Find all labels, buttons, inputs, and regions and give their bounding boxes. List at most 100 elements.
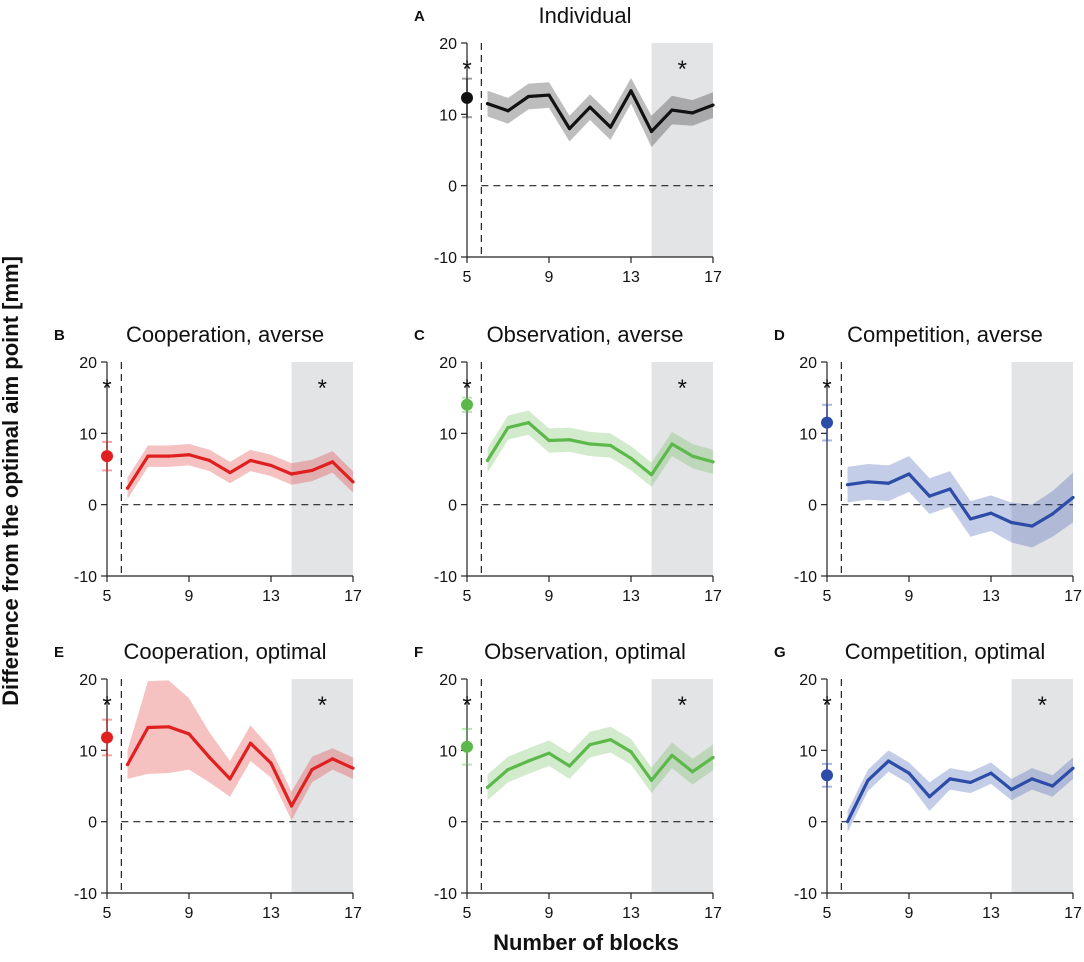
- panel-g-data-point: [886, 759, 891, 763]
- panel-b-data-point: [166, 454, 171, 458]
- panel-e-ytick-label: -10: [74, 886, 97, 903]
- panel-f-xtick-label: 17: [704, 905, 722, 922]
- panel-e-ytick-label: 0: [88, 815, 97, 832]
- panel-c-data-point: [690, 454, 695, 458]
- panel-c-data-point: [670, 442, 674, 446]
- panel-e-data-point: [125, 763, 130, 767]
- panel-f-data-point: [649, 778, 654, 782]
- panel-g-data-point: [927, 795, 932, 799]
- panel-b-data-point: [125, 486, 130, 490]
- panel-a-ytick-label: 20: [439, 36, 457, 53]
- panel-c-ytick-label: 10: [439, 426, 457, 443]
- panel-f-ytick-label: 20: [439, 672, 457, 689]
- panel-g-data-point: [968, 780, 973, 785]
- panel-d-data-point: [866, 480, 870, 484]
- panel-b-ytick-label: -10: [74, 569, 97, 586]
- panel-d-data-point: [886, 481, 891, 485]
- panel-a-series-line: [486, 89, 714, 134]
- panel-e-data-point: [351, 766, 355, 770]
- panel-g-letter: G: [774, 644, 786, 661]
- panel-a-title: Individual: [539, 3, 632, 28]
- panel-g-xtick-label: 9: [905, 905, 914, 922]
- panel-g-data-point: [1071, 766, 1075, 770]
- panel-f-data-point: [670, 753, 674, 757]
- panel-f-xtick-label: 13: [622, 905, 640, 922]
- panel-a-ytick-label: 0: [448, 179, 457, 196]
- panel-c-shade-significance-star: *: [678, 375, 687, 402]
- panel-g: -10 0 10 20 5 9 13 17 * * G Competition, optimal: [774, 639, 1082, 922]
- panel-d-ytick-label: 0: [808, 498, 817, 515]
- panel-a-data-point: [567, 127, 572, 131]
- panel-d-ytick-label: 10: [799, 426, 817, 443]
- panel-c-data-point: [629, 456, 633, 460]
- panel-a-data-point: [629, 89, 633, 93]
- panel-d-ytick-label: -10: [794, 569, 817, 586]
- panel-f-data-point: [608, 738, 613, 742]
- panel-c-xtick-label: 17: [704, 588, 722, 605]
- panel-c-ytick-label: -10: [434, 569, 457, 586]
- panel-g-title: Competition, optimal: [845, 639, 1046, 664]
- panel-g-ytick-label: 10: [799, 743, 817, 760]
- panel-a-ytick-label: 10: [439, 107, 457, 124]
- panel-g-data-point: [1009, 787, 1014, 792]
- panel-e-data-point: [166, 725, 171, 729]
- panel-a-data-point: [485, 102, 490, 106]
- y-axis-label: Difference from the optimal aim point [m…: [0, 256, 23, 706]
- panel-f-significance-star: *: [462, 692, 471, 719]
- panel-e-xtick-label: 17: [344, 905, 362, 922]
- panel-c-data-point: [711, 460, 715, 464]
- panel-b-shade-significance-star: *: [318, 375, 327, 402]
- panel-d-data-point: [1009, 520, 1014, 525]
- panel-b-letter: B: [54, 327, 65, 344]
- panel-b-data-point: [269, 463, 273, 468]
- panel-c-data-point: [506, 426, 510, 430]
- panel-g-ytick-label: 0: [808, 815, 817, 832]
- panel-c-ytick-label: 20: [439, 355, 457, 372]
- panel-d-series-line: [847, 472, 1074, 528]
- panel-f-ytick-label: 10: [439, 743, 457, 760]
- panel-f-title: Observation, optimal: [484, 639, 686, 664]
- panel-e-data-point: [187, 732, 191, 736]
- panel-d-data-point: [1050, 512, 1055, 516]
- panel-b-data-point: [187, 453, 191, 457]
- panel-c-series-line: [486, 421, 714, 477]
- panel-f-data-point: [629, 750, 633, 754]
- panel-g-ytick-label: 20: [799, 672, 817, 689]
- panel-e-ytick-label: 10: [79, 743, 97, 760]
- panel-g-significance-star: *: [822, 692, 831, 719]
- panel-c-data-point: [649, 473, 654, 477]
- panel-e-data-point: [310, 767, 314, 772]
- panel-g-xtick-label: 17: [1064, 905, 1082, 922]
- panel-b-xtick-label: 17: [344, 588, 362, 605]
- panel-a-data-point: [690, 111, 695, 115]
- panel-a-data-point: [608, 125, 613, 129]
- panel-g-data-point: [948, 777, 952, 781]
- panel-b-xtick-label: 5: [103, 588, 112, 605]
- panel-f-baseline-point: [461, 740, 473, 753]
- panel-b-data-point: [146, 454, 150, 458]
- panel-d-xtick-label: 13: [982, 588, 1000, 605]
- panel-e-letter: E: [54, 644, 64, 661]
- panel-b-confidence-band: [127, 444, 353, 499]
- panel-g-data-point: [1030, 777, 1034, 781]
- panel-c-data-point: [526, 421, 531, 425]
- panel-d-title: Competition, averse: [847, 322, 1043, 347]
- panel-d-data-point: [927, 494, 932, 498]
- panel-b-xtick-label: 9: [185, 588, 194, 605]
- panel-d-data-point: [1030, 524, 1034, 528]
- panel-f-data-point: [547, 751, 551, 755]
- panel-f-shade-region: [651, 679, 713, 893]
- panel-a-data-point: [506, 109, 510, 113]
- panel-b-xtick-label: 13: [262, 588, 280, 605]
- panel-e-shade-significance-star: *: [318, 692, 327, 719]
- panel-e-baseline-point: [101, 731, 113, 744]
- panel-c-data-point: [485, 458, 490, 463]
- panel-a-xtick-label: 9: [545, 269, 554, 286]
- panel-d-data-point: [948, 487, 952, 491]
- panel-d-xtick-label: 5: [823, 588, 832, 605]
- panel-b-shade-region: [291, 362, 353, 576]
- panel-g-series-line: [846, 759, 1075, 823]
- panel-d-significance-star: *: [822, 375, 831, 402]
- panel-e-xtick-label: 5: [103, 905, 112, 922]
- panel-f-xtick-label: 5: [463, 905, 472, 922]
